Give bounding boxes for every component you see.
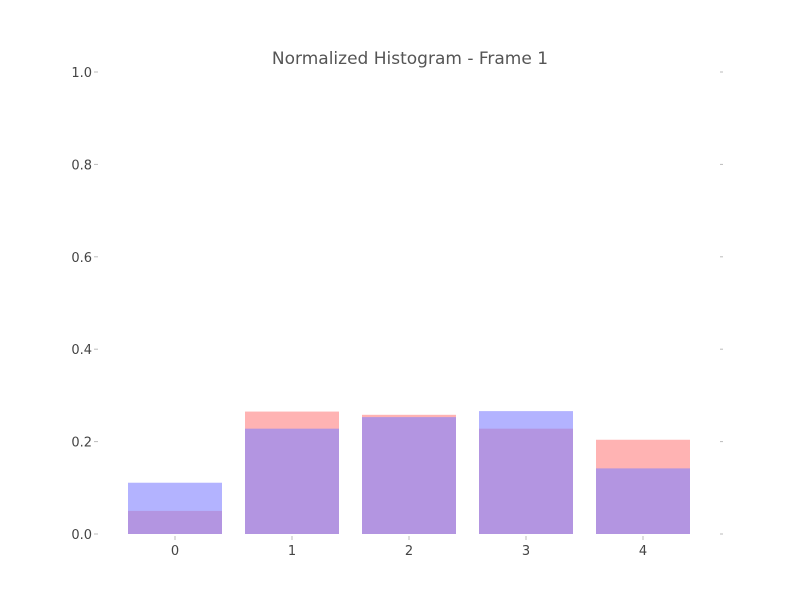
y-tick-label: 0.4	[71, 343, 92, 358]
bar-series-1-cat-4	[596, 468, 690, 534]
x-tick-label: 0	[171, 544, 179, 559]
bar-series-1-cat-2	[362, 417, 456, 534]
x-tick-label: 1	[288, 544, 296, 559]
y-tick-label: 0.0	[71, 528, 92, 543]
bar-series-1-cat-3	[479, 411, 573, 534]
y-tick-label: 0.6	[71, 251, 92, 266]
bar-series-1-cat-0	[128, 482, 222, 534]
y-tick-label: 1.0	[71, 66, 92, 81]
y-tick-label: 0.2	[71, 436, 92, 451]
x-tick-label: 2	[405, 544, 413, 559]
x-axis: 0 1 2 3 4	[171, 536, 647, 559]
bar-series-1-cat-1	[245, 428, 339, 534]
y-axis: 0.0 0.2 0.4 0.6 0.8 1.0	[71, 66, 723, 543]
x-tick-label: 3	[522, 544, 530, 559]
chart-title: Normalized Histogram - Frame 1	[272, 49, 548, 69]
x-tick-label: 4	[639, 544, 647, 559]
y-tick-label: 0.8	[71, 158, 92, 173]
bars	[128, 411, 690, 534]
